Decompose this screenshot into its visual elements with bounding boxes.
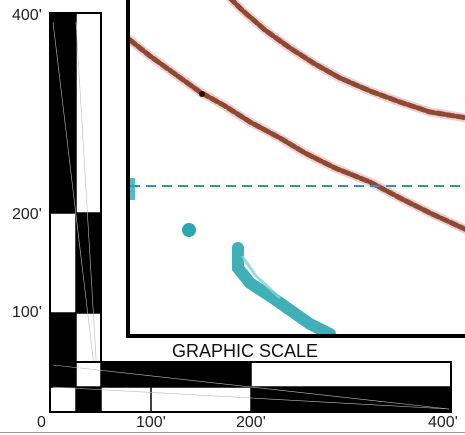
vertical-label-400: 400' — [12, 7, 42, 24]
bottom-divider — [0, 432, 465, 433]
map-canvas — [130, 0, 465, 334]
graphic-scale-title: GRAPHIC SCALE — [172, 341, 319, 361]
horizontal-label-100: 100' — [136, 414, 166, 431]
vertical-label-100: 100' — [12, 304, 42, 321]
horizontal-label-0: 0 — [37, 414, 46, 431]
vertical-scale-bar — [49, 12, 102, 412]
horizontal-label-400: 400' — [428, 414, 458, 431]
water-stream — [232, 242, 336, 334]
map-viewport[interactable] — [126, 0, 465, 338]
water-spot — [182, 223, 196, 237]
horizontal-label-200: 200' — [236, 414, 266, 431]
vertical-label-200: 200' — [12, 206, 42, 223]
horizontal-scale-bar — [49, 361, 452, 413]
boundary-line-lower — [130, 35, 465, 235]
boundary-line-upper — [225, 0, 465, 123]
